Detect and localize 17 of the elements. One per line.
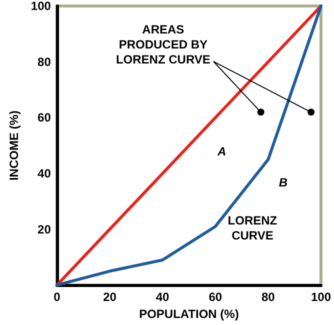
x-tick-label: 0 [54,290,61,304]
y-tick-label: 40 [38,166,52,180]
annotation: A [216,144,226,159]
annotation: LORENZ CURVE [228,213,278,242]
y-tick-label: 60 [38,110,52,125]
x-tick-label: 100 [310,290,332,304]
x-tick-label: 80 [261,290,276,304]
x-axis-title: POPULATION (%) [139,307,239,321]
x-tick-label: 40 [156,290,170,304]
annotation: AREAS PRODUCED BY LORENZ CURVE [116,22,210,66]
x-tick-label: 20 [103,290,117,304]
x-tick-label: 60 [208,290,222,304]
y-axis-title: INCOME (%) [7,110,21,181]
y-tick-label: 20 [38,222,52,236]
annotation: B [278,176,288,190]
y-tick-label: 80 [38,54,52,69]
y-tick-label: 100 [30,0,52,13]
